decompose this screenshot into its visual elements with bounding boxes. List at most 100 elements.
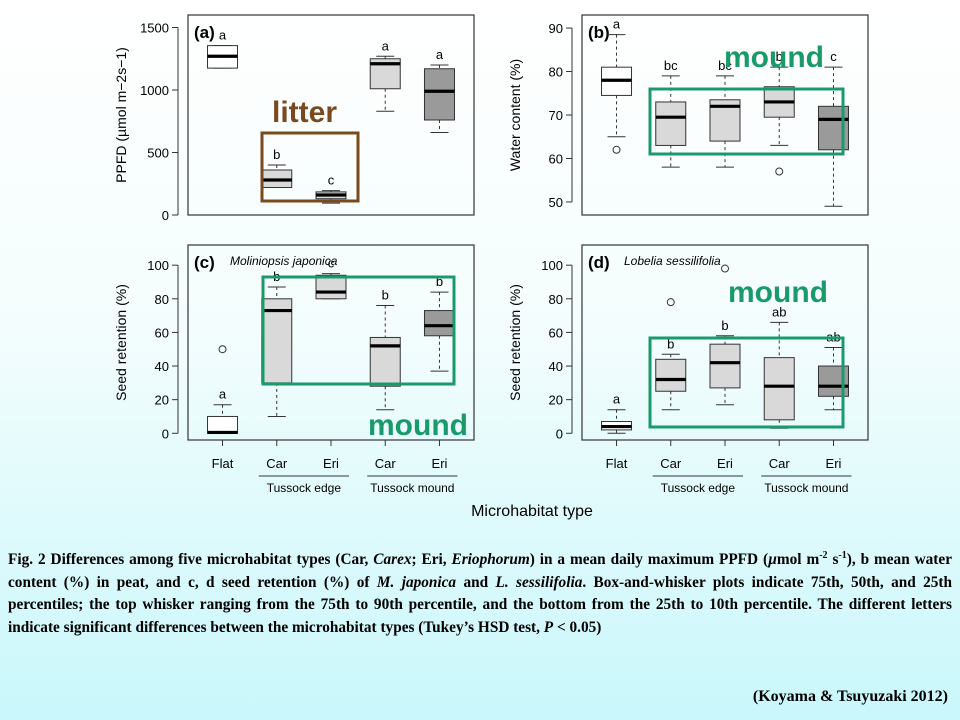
chart-panel: 0 500 1000 1500 PPFD (µmol m−2s−1) (a) a b c a a — [113, 14, 475, 223]
x-axis-title: Microhabitat type — [471, 503, 593, 520]
caption-text: ) in a mean daily maximum PPFD ( — [529, 551, 769, 569]
significance-letter: a — [382, 38, 390, 53]
y-tick-label: 90 — [549, 21, 563, 36]
caption-italic: L. sessilifolia — [495, 573, 583, 591]
box — [709, 343, 741, 389]
y-tick-label: 60 — [549, 325, 563, 340]
figure-caption: Fig. 2 Differences among five microhabit… — [8, 545, 952, 639]
y-tick-label: 60 — [549, 151, 563, 166]
significance-letter: b — [273, 147, 280, 162]
box — [423, 68, 455, 121]
significance-letter: b — [776, 49, 783, 64]
y-tick-label: 80 — [549, 292, 563, 307]
box — [261, 298, 293, 384]
x-tick-label: Flat — [606, 456, 628, 471]
litter-label: litter — [272, 96, 337, 129]
outlier-point — [666, 298, 675, 307]
mound-highlight-box-d — [648, 336, 845, 429]
y-tick-label: 40 — [549, 359, 563, 374]
plot-frame — [187, 14, 475, 216]
x-tick-label: Car — [266, 456, 288, 471]
y-tick-label: 50 — [549, 195, 563, 210]
litter-highlight-box — [260, 131, 360, 203]
significance-letter: a — [613, 17, 621, 32]
x-tick-label: Car — [769, 456, 791, 471]
panel-subtitle: Moliniopsis japonica — [230, 254, 338, 268]
y-tick-label: 100 — [541, 258, 563, 273]
mound-highlight-box-c — [261, 275, 456, 386]
significance-letter: bc — [664, 58, 678, 73]
outlier-point — [218, 345, 227, 354]
caption-italic: P — [543, 618, 554, 636]
x-tick-label: Car — [375, 456, 397, 471]
y-tick-label: 20 — [155, 393, 169, 408]
y-tick-label: 1000 — [140, 83, 169, 98]
box — [315, 274, 347, 300]
caption-italic: Eriophorum — [451, 551, 530, 569]
box — [655, 358, 687, 392]
caption-text: ; Eri, — [411, 551, 452, 569]
outlier-point — [721, 264, 729, 273]
y-tick-label: 20 — [549, 393, 563, 408]
group-label: Tussock edge — [267, 481, 342, 495]
y-tick-label: 500 — [147, 146, 169, 161]
mound-highlight-box-b — [648, 87, 845, 156]
y-tick-label: 80 — [549, 65, 563, 80]
significance-letter: a — [613, 392, 621, 407]
caption-text: Fig. 2 Differences among five microhabit… — [8, 551, 374, 569]
significance-letter: c — [328, 173, 335, 188]
y-tick-label: 0 — [162, 208, 169, 223]
caption-text: . Box-and-whisker plots indicate 75th, 5… — [8, 573, 953, 636]
mound-label-c: mound — [368, 409, 468, 442]
significance-letter: a — [219, 28, 227, 43]
y-axis-label: Water content (%) — [507, 59, 523, 171]
y-axis-label: Seed retention (%) — [507, 284, 523, 401]
group-label: Tussock mound — [764, 481, 848, 495]
caption-text: s — [827, 551, 839, 569]
outlier-point — [775, 167, 784, 176]
significance-letter: b — [667, 336, 674, 351]
y-tick-label: 0 — [556, 426, 563, 441]
outlier-point — [612, 145, 621, 154]
significance-letter: a — [219, 387, 227, 402]
caption-superscript: -2 — [819, 550, 828, 561]
group-label: Tussock mound — [370, 481, 454, 495]
panel-label: (c) — [194, 253, 215, 272]
significance-letter: ab — [772, 304, 786, 319]
y-tick-label: 1500 — [140, 21, 169, 36]
box — [207, 415, 239, 434]
caption-superscript: -1 — [838, 550, 847, 561]
panel-label: (d) — [588, 253, 610, 272]
mound-label-d: mound — [728, 276, 828, 309]
y-tick-label: 60 — [155, 325, 169, 340]
caption-text: mol m — [776, 551, 820, 569]
significance-letter: b — [436, 274, 443, 289]
x-tick-label: Eri — [826, 456, 842, 471]
y-tick-label: 40 — [155, 359, 169, 374]
significance-letter: b — [382, 288, 389, 303]
y-tick-label: 0 — [162, 426, 169, 441]
significance-letter: a — [436, 47, 444, 62]
significance-letter: b — [721, 318, 728, 333]
y-tick-label: 70 — [549, 108, 563, 123]
x-tick-label: Flat — [212, 456, 234, 471]
x-tick-label: Eri — [323, 456, 339, 471]
x-tick-label: Car — [660, 456, 682, 471]
box — [655, 101, 687, 146]
significance-letter: c — [830, 49, 837, 64]
caption-text: and — [456, 573, 496, 591]
y-axis-label: Seed retention (%) — [113, 284, 129, 401]
caption-italic: µ — [768, 551, 777, 569]
caption-italic: M. japonica — [376, 573, 457, 591]
chart-panel: 0 20 40 60 80 100 Seed retention (%) (d) Lobelia… — [507, 244, 869, 495]
caption-text: ), b mean water content (%) in peat, and… — [8, 551, 952, 591]
panel-label: (b) — [588, 23, 610, 42]
box — [423, 310, 455, 337]
box — [763, 357, 795, 421]
plot-frame — [581, 14, 869, 216]
y-tick-label: 80 — [155, 292, 169, 307]
significance-letter: c — [328, 256, 335, 271]
y-axis-label: PPFD (µmol m−2s−1) — [113, 47, 129, 183]
